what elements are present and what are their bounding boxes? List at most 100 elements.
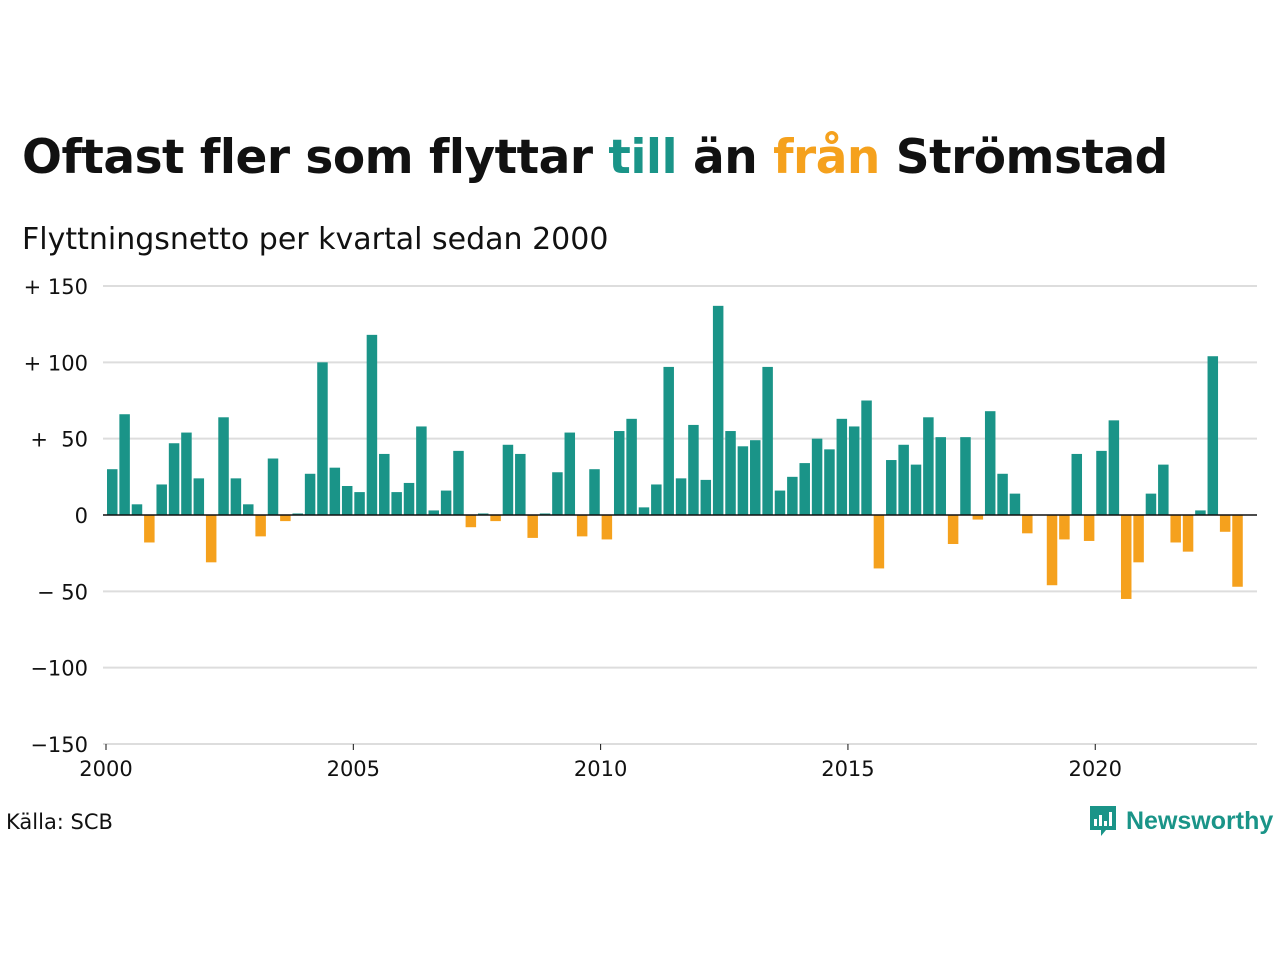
bars — [107, 305, 1243, 599]
bar-2004K3 — [329, 467, 341, 515]
bar-2016K4 — [935, 437, 946, 515]
source-note: Källa: SCB — [6, 810, 113, 834]
bar-2014K3 — [824, 449, 835, 515]
bar-2017K4 — [984, 411, 996, 515]
bar-2020K1 — [1096, 450, 1107, 515]
bar-2019K1 — [1046, 515, 1058, 586]
bar-2011K3 — [675, 478, 687, 515]
newsworthy-logo-text: Newsworthy — [1126, 806, 1274, 835]
bar-2012K2 — [712, 305, 724, 515]
x-tick-label: 2020 — [1069, 757, 1122, 781]
chart-subtitle: Flyttningsnetto per kvartal sedan 2000 — [22, 222, 609, 257]
bar-2019K2 — [1059, 515, 1070, 540]
bar-2009K4 — [589, 469, 600, 515]
bar-2012K3 — [725, 431, 736, 515]
bar-2009K3 — [576, 515, 588, 537]
bar-2003K4 — [292, 513, 303, 515]
x-tick-label: 2015 — [821, 757, 874, 781]
y-tick-label: −100 — [30, 657, 88, 681]
bar-2005K1 — [354, 492, 365, 515]
bar-chart: + 150 + 100 + 50 0 − 50 −100 −150 2000 2005 2010… — [24, 275, 1257, 781]
bar-2002K1 — [205, 515, 217, 563]
bar-2010K3 — [626, 418, 637, 515]
bar-2011K1 — [651, 484, 662, 515]
bar-2005K3 — [379, 453, 390, 515]
bar-2000K1 — [107, 469, 118, 515]
bar-2011K2 — [663, 366, 674, 515]
bar-2016K3 — [923, 417, 934, 515]
bar-2014K1 — [799, 463, 810, 515]
title-part-2: än — [677, 130, 774, 185]
bar-2000K4 — [144, 515, 155, 543]
bar-2003K3 — [280, 515, 291, 522]
bar-2015K1 — [848, 426, 860, 515]
bar-2008K4 — [539, 513, 551, 515]
bar-2018K2 — [1009, 493, 1021, 515]
y-tick-label: 0 — [75, 504, 88, 528]
bar-2014K2 — [811, 438, 823, 515]
bar-2001K2 — [168, 443, 180, 515]
bar-2011K4 — [688, 424, 699, 515]
bar-2010K1 — [601, 515, 613, 540]
bar-2007K1 — [453, 450, 464, 515]
bar-2017K2 — [960, 437, 971, 515]
x-tick-label: 2005 — [327, 757, 380, 781]
bar-2001K1 — [156, 484, 167, 515]
bar-2001K3 — [181, 432, 192, 515]
grid-lines — [103, 285, 1257, 745]
bar-2008K1 — [502, 444, 514, 515]
bar-2002K3 — [230, 478, 242, 515]
bar-2015K3 — [873, 515, 885, 569]
bar-2017K3 — [972, 515, 984, 520]
bar-2022K4 — [1232, 515, 1243, 587]
bar-2019K4 — [1083, 515, 1095, 541]
bar-2007K4 — [490, 515, 501, 522]
bar-2004K4 — [341, 485, 353, 515]
bar-2017K1 — [947, 515, 959, 545]
bar-2013K3 — [774, 490, 786, 515]
bar-2013K2 — [762, 366, 773, 515]
bar-2004K1 — [304, 473, 316, 515]
x-axis: 2000 2005 2010 2015 2020 — [79, 744, 1122, 781]
bar-2007K2 — [465, 515, 477, 528]
bar-2003K1 — [255, 515, 266, 537]
bar-2010K2 — [613, 431, 625, 515]
bar-2020K2 — [1108, 420, 1120, 515]
bar-2020K3 — [1120, 515, 1132, 599]
bar-2001K4 — [193, 478, 205, 515]
bar-2016K2 — [910, 464, 922, 515]
newsworthy-logo-icon — [1090, 806, 1116, 836]
bar-2012K4 — [737, 446, 749, 515]
bar-2016K1 — [898, 444, 909, 515]
bar-2000K2 — [119, 414, 130, 515]
bar-2022K1 — [1195, 510, 1206, 515]
bar-2014K4 — [836, 418, 848, 515]
bar-2021K4 — [1182, 515, 1194, 552]
bar-2013K1 — [750, 440, 761, 515]
title-till: till — [608, 130, 678, 185]
bar-2007K3 — [477, 513, 489, 515]
bar-2013K4 — [787, 476, 798, 515]
bar-2015K4 — [886, 460, 897, 515]
bar-2012K1 — [700, 479, 712, 515]
bar-2021K1 — [1145, 493, 1157, 515]
y-axis: + 150 + 100 + 50 0 − 50 −100 −150 — [24, 275, 88, 757]
x-tick-label: 2010 — [574, 757, 627, 781]
bar-2009K1 — [552, 472, 563, 515]
chart-title: Oftast fler som flyttar till än från Str… — [22, 130, 1168, 185]
bar-2006K3 — [428, 510, 440, 515]
bar-2006K1 — [403, 482, 415, 515]
bar-2015K2 — [861, 400, 872, 515]
bar-2006K4 — [440, 490, 452, 515]
bar-2008K2 — [515, 453, 526, 515]
bar-2022K2 — [1207, 356, 1219, 515]
bar-2005K2 — [366, 334, 378, 515]
y-tick-label: + 100 — [24, 351, 88, 375]
bar-2003K2 — [267, 458, 279, 515]
bar-2022K3 — [1219, 515, 1231, 532]
y-tick-label: + 150 — [24, 275, 88, 299]
bar-2006K2 — [416, 426, 427, 515]
y-tick-label: − 50 — [37, 580, 88, 604]
bar-2002K2 — [218, 417, 229, 515]
title-part-1: Oftast fler som flyttar — [22, 130, 609, 185]
